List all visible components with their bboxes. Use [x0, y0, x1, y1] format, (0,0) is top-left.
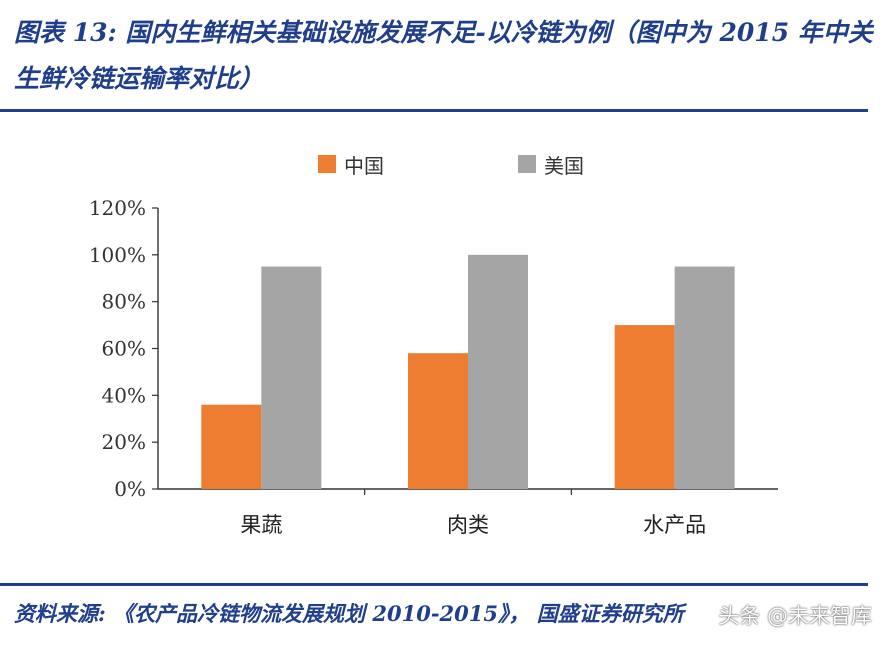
y-tick-label: 0%: [114, 477, 146, 501]
watermark: 头条 @未来智库: [718, 604, 872, 628]
x-tick-label: 水产品: [643, 513, 706, 537]
chart-title: 图表 13: 国内生鲜相关基础设施发展不足-以冷链为例（图中为 2015 年中关…: [14, 18, 873, 93]
legend-label-china: 中国: [344, 153, 384, 178]
y-tick-label: 40%: [102, 383, 146, 407]
x-tick-label: 肉类: [447, 513, 489, 537]
legend-swatch-china: [318, 155, 336, 173]
bar-china: [408, 353, 468, 489]
bar-usa: [261, 266, 322, 489]
title-divider: [0, 109, 868, 112]
legend-item-usa: 美国: [518, 150, 584, 178]
y-tick-label: 20%: [102, 430, 146, 454]
legend-swatch-usa: [518, 155, 536, 173]
bar-usa: [674, 266, 735, 489]
footer-divider: [0, 583, 868, 586]
bar-chart: 0% 20% 40% 60% 80% 100% 120% 果蔬 肉类 水产品: [89, 196, 778, 537]
source-note: 资料来源: 《农产品冷链物流发展规划 2010-2015》， 国盛证券研究所: [14, 601, 684, 626]
x-tick-label: 果蔬: [240, 513, 282, 537]
y-tick-label: 80%: [102, 290, 146, 314]
y-tick-label: 100%: [89, 243, 146, 267]
y-tick-label: 120%: [89, 196, 146, 220]
y-tick-label: 60%: [102, 337, 146, 361]
bar-usa: [468, 254, 528, 489]
bar-china: [201, 404, 262, 489]
legend-item-china: 中国: [318, 150, 384, 178]
legend-label-usa: 美国: [544, 153, 584, 178]
bar-china: [614, 325, 675, 489]
